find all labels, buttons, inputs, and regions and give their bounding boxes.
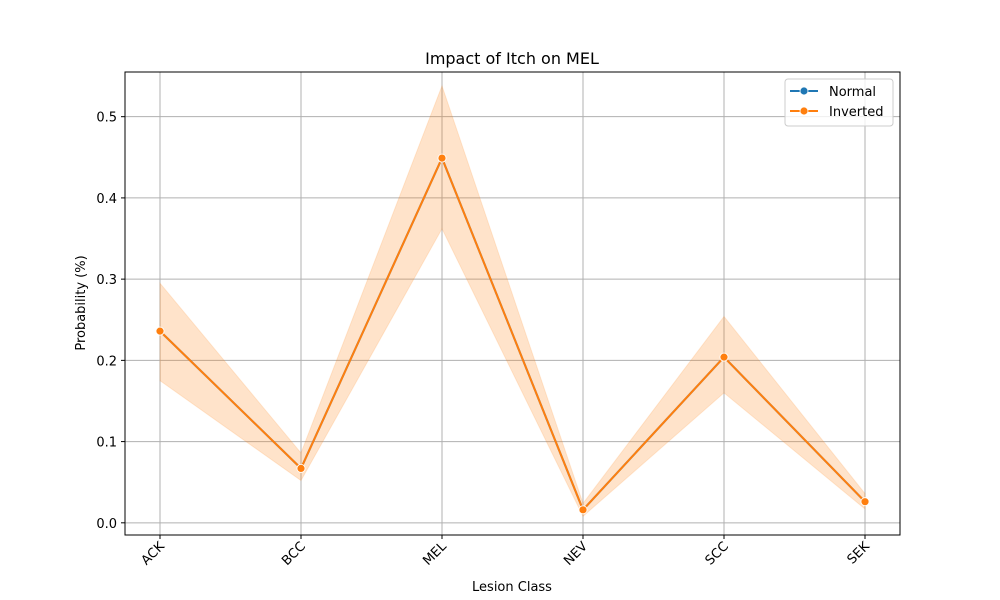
legend: Normal Inverted bbox=[784, 78, 894, 127]
data-point-inverted bbox=[437, 153, 447, 163]
y-tick-label: 0.1 bbox=[96, 436, 117, 451]
data-point-inverted bbox=[578, 505, 588, 515]
y-tick-label: 0.2 bbox=[96, 354, 117, 369]
y-axis-label: Probability (%) bbox=[74, 255, 89, 350]
data-point-inverted bbox=[296, 463, 306, 473]
legend-marker-normal bbox=[799, 86, 809, 96]
y-ticks: 0.0 0.1 0.2 0.3 0.4 0.5 bbox=[96, 111, 125, 532]
data-point-inverted bbox=[719, 352, 729, 362]
legend-label-inverted: Inverted bbox=[829, 105, 883, 120]
legend-marker-inverted bbox=[799, 106, 809, 116]
x-axis-label: Lesion Class bbox=[472, 580, 552, 595]
plot-frame bbox=[124, 71, 901, 536]
series-markers-group bbox=[155, 153, 870, 515]
data-point-inverted bbox=[155, 326, 165, 336]
confidence-band-inverted bbox=[159, 84, 866, 518]
legend-label-normal: Normal bbox=[829, 85, 876, 100]
data-point-inverted bbox=[860, 497, 870, 507]
chart-title: Impact of Itch on MEL bbox=[425, 49, 599, 68]
y-tick-label: 0.4 bbox=[96, 192, 117, 207]
y-tick-label: 0.5 bbox=[96, 111, 117, 126]
confidence-band-group bbox=[159, 84, 866, 518]
y-tick-label: 0.3 bbox=[96, 273, 117, 288]
series-lines-group bbox=[159, 155, 866, 512]
y-tick-label: 0.0 bbox=[96, 517, 117, 532]
series-line-inverted bbox=[159, 155, 866, 512]
grid bbox=[125, 72, 900, 535]
